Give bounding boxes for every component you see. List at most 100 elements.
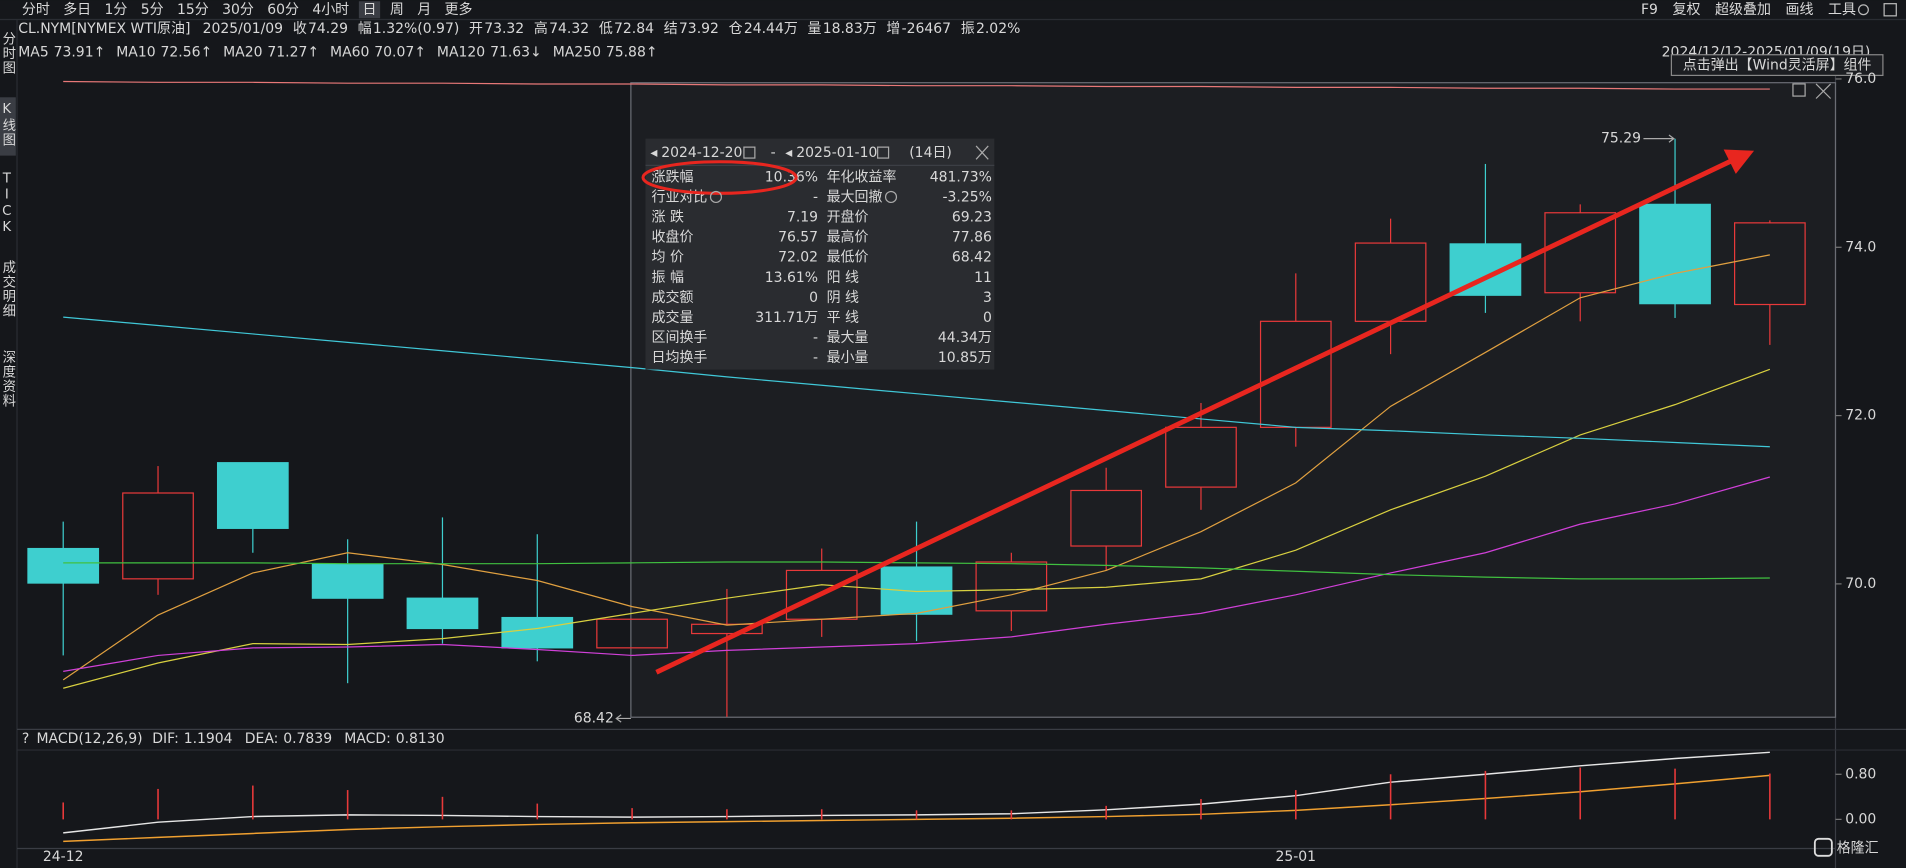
tooltip: 点击弹出【Wind灵活屏】组件 — [1683, 58, 1872, 74]
low-annotation: 68.42 — [574, 710, 614, 726]
candle-body — [1070, 489, 1143, 547]
stat-value: 0 — [809, 290, 818, 306]
stat-value: 10.85万 — [938, 350, 992, 366]
active-tab — [358, 1, 381, 19]
window-icon[interactable] — [1883, 3, 1897, 17]
arrow: ◂ — [650, 145, 657, 161]
legend-value: 70.07↑ — [374, 44, 426, 60]
x-tick-label: 24-12 — [43, 849, 84, 865]
stat-value: 311.71万 — [755, 310, 818, 326]
info-value: 74.32 — [549, 21, 589, 37]
timeframe-tab[interactable]: 5分 — [141, 2, 164, 18]
candle-body — [311, 563, 384, 599]
legend-value: 1.1904 — [184, 731, 233, 747]
stat-label: 最大量 — [827, 330, 869, 346]
calendar-icon[interactable] — [877, 146, 890, 159]
ma-line — [63, 561, 1770, 580]
maximize-icon[interactable] — [1792, 83, 1806, 97]
timeframe-tab[interactable]: 日 — [363, 2, 377, 18]
stat-label: 日均换手 — [652, 349, 708, 366]
legend-name: MA120 — [437, 44, 485, 60]
candle-body — [122, 492, 194, 580]
close-icon[interactable] — [975, 145, 989, 160]
stat-label: 最低价 — [827, 250, 869, 266]
stat-label: 开盘价 — [827, 209, 869, 226]
timeframe-tab[interactable]: 4小时 — [312, 2, 349, 18]
info-label: 收 — [293, 21, 307, 37]
stat-label: 成交额 — [652, 289, 694, 306]
ma-line — [63, 368, 1771, 689]
tool-button[interactable]: F9 — [1641, 2, 1658, 18]
timeframe-tab[interactable]: 1分 — [104, 2, 127, 18]
side-tab[interactable]: 分时图 — [0, 31, 16, 75]
timeframe-tab[interactable]: 60分 — [267, 2, 299, 18]
candle-body — [27, 547, 100, 584]
timeframe-tab[interactable]: 周 — [390, 2, 404, 18]
high-annotation: 75.29 — [1601, 131, 1641, 147]
x-tick-label: 25-01 — [1275, 849, 1316, 865]
y-tick-label: 70.0 — [1845, 576, 1876, 592]
info-value: 73.32 — [484, 21, 524, 37]
side-tab[interactable]: 成交明细 — [0, 260, 16, 319]
legend-name: MA5 — [18, 44, 49, 60]
ma-line — [63, 80, 1770, 90]
info-value: 2.02% — [976, 21, 1020, 37]
y-tick-label: 74.0 — [1845, 239, 1876, 255]
legend-value: 71.63↓ — [490, 44, 542, 60]
legend-value: 71.27↑ — [267, 44, 319, 60]
candle-body — [216, 462, 289, 529]
info-label: 振 — [961, 21, 975, 37]
stat-value: 77.86 — [952, 230, 992, 246]
info-value: -26467 — [902, 21, 951, 37]
side-tab[interactable]: K线图 — [0, 102, 16, 147]
stat-value: 7.19 — [787, 210, 818, 226]
watermark-logo — [1813, 837, 1833, 857]
stat-label: 成交量 — [652, 309, 694, 326]
y-tick-label: 0.00 — [1845, 811, 1876, 827]
stats-days: (14日) — [909, 145, 952, 161]
calendar-icon[interactable] — [743, 146, 756, 159]
stat-label: 涨跌幅 — [652, 170, 694, 186]
overlay: ◂ 2024-12-20- ◂ 2025-01-10 (14日)涨跌幅 10.36% 年化收… — [641, 138, 995, 370]
info-label: 仓 — [729, 21, 743, 37]
stat-value: 481.73% — [930, 170, 992, 186]
timeframe-tab[interactable]: 多日 — [63, 1, 91, 18]
settings-icon[interactable] — [1857, 4, 1869, 16]
stat-value: 72.02 — [778, 250, 818, 266]
stat-value: - — [813, 190, 818, 206]
stat-label: 涨 跌 — [652, 210, 684, 226]
side-tab[interactable]: TICK — [0, 171, 14, 236]
stat-value: - — [813, 330, 818, 346]
stat-value: 76.57 — [778, 230, 818, 246]
info-label: 增 — [886, 21, 900, 37]
legend-value: 75.88↑ — [606, 44, 658, 60]
info-label: 低 — [599, 21, 613, 37]
tool-button[interactable]: 超级叠加 — [1715, 2, 1771, 18]
candle-body — [596, 618, 668, 649]
legend-value: 72.56↑ — [160, 44, 212, 60]
legend-name: MACD: — [344, 731, 391, 747]
timeframe-tab[interactable]: 分时 — [22, 2, 50, 18]
help-icon: ? — [22, 731, 29, 747]
timeframe-tab[interactable]: 月 — [417, 2, 431, 18]
side-tab[interactable]: 深度资料 — [0, 350, 16, 409]
timeframe-tab[interactable]: 更多 — [445, 1, 473, 18]
annotation-arrow — [1643, 134, 1675, 143]
stat-label: 最大回撤 — [827, 190, 883, 206]
legend-name: MA10 — [116, 44, 155, 60]
stat-value: 11 — [974, 270, 992, 286]
tool-button[interactable]: 画线 — [1786, 2, 1814, 18]
info-label: 幅 — [358, 21, 372, 37]
close-icon[interactable] — [1815, 83, 1832, 99]
y-tick-label: 0.80 — [1845, 766, 1876, 782]
legend-name: MA20 — [223, 44, 262, 60]
tool-button[interactable]: 复权 — [1673, 1, 1701, 18]
stat-label: 均 价 — [652, 250, 684, 266]
tool-button[interactable]: 工具 — [1828, 2, 1856, 18]
legend-name: MA60 — [330, 44, 369, 60]
timeframe-tab[interactable]: 30分 — [222, 2, 254, 18]
arrow: ◂ — [785, 145, 792, 161]
timeframe-tab[interactable]: 15分 — [177, 2, 209, 18]
stat-label: 平 线 — [827, 310, 859, 326]
stat-label: 收盘价 — [652, 229, 694, 246]
